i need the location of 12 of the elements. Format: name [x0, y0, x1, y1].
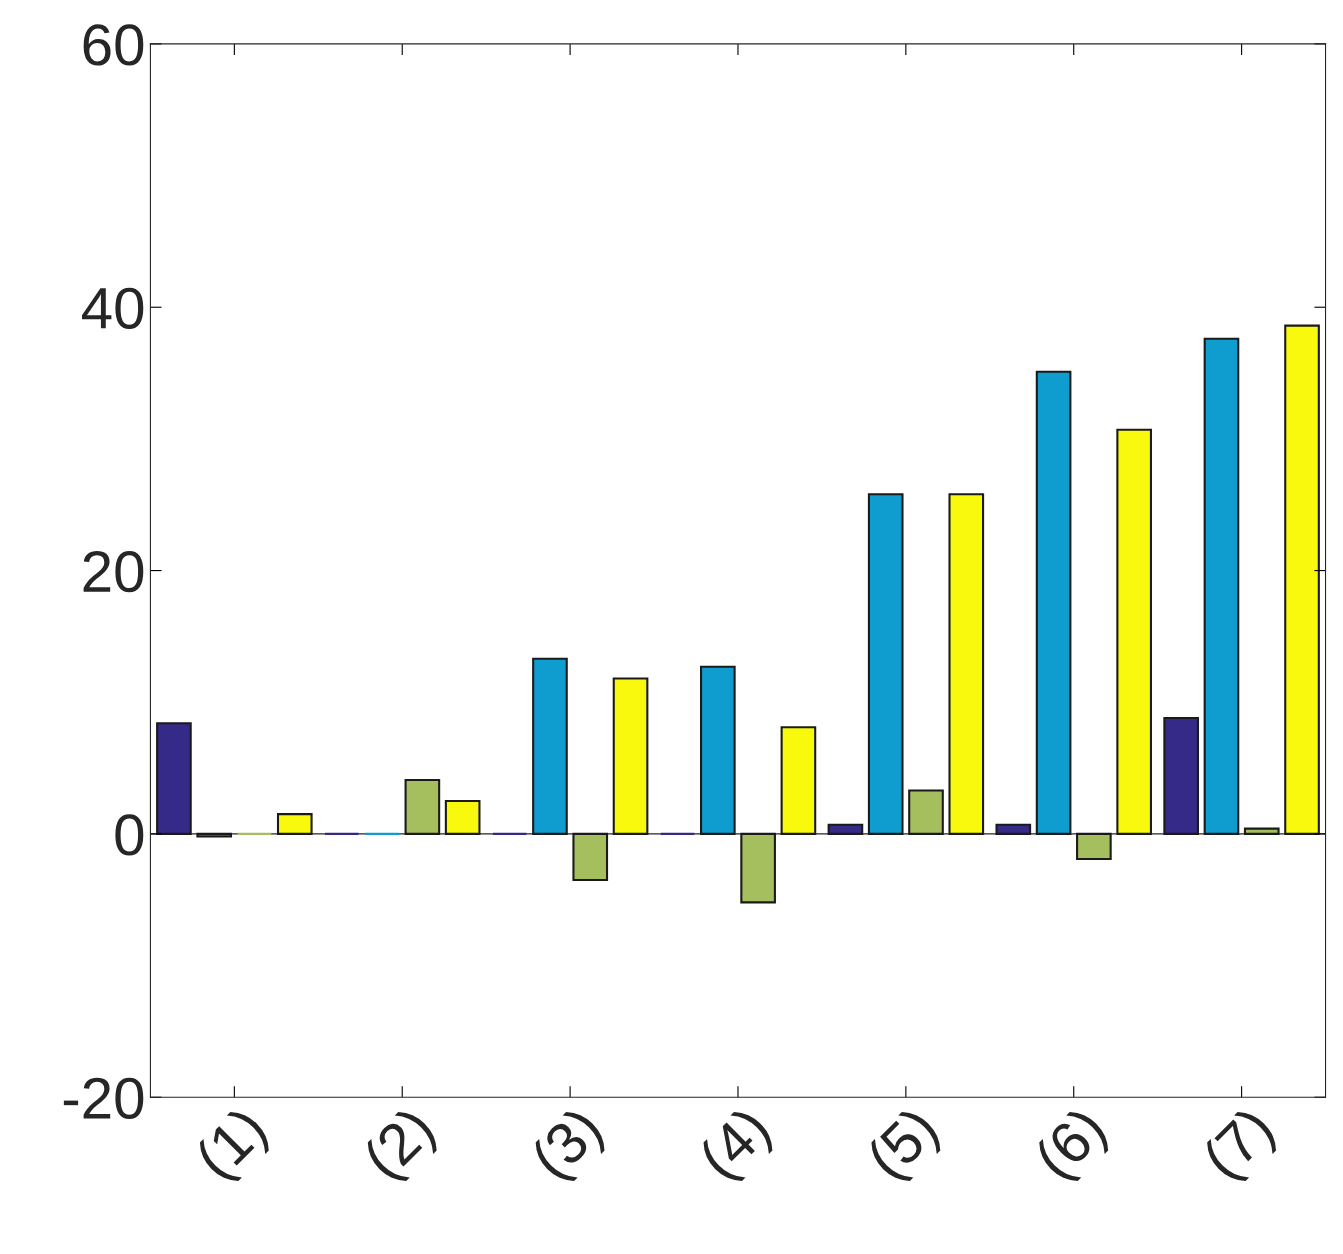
x-tick-label: (4): [696, 1104, 780, 1189]
x-tick-label: (1): [192, 1104, 277, 1189]
y-tick-label: 60: [83, 24, 144, 66]
y-tick-label: 0: [115, 814, 144, 856]
y-tick-label: -20: [63, 1077, 144, 1119]
y-tick-label: 20: [83, 550, 144, 593]
x-tick-label: (7): [1199, 1104, 1284, 1189]
x-tick-label: (3): [528, 1104, 612, 1189]
x-tick-label: (2): [360, 1104, 445, 1189]
x-tick-label: (5): [863, 1104, 948, 1189]
y-tick-label: 40: [82, 287, 144, 329]
x-tick-label: (6): [1031, 1104, 1116, 1189]
